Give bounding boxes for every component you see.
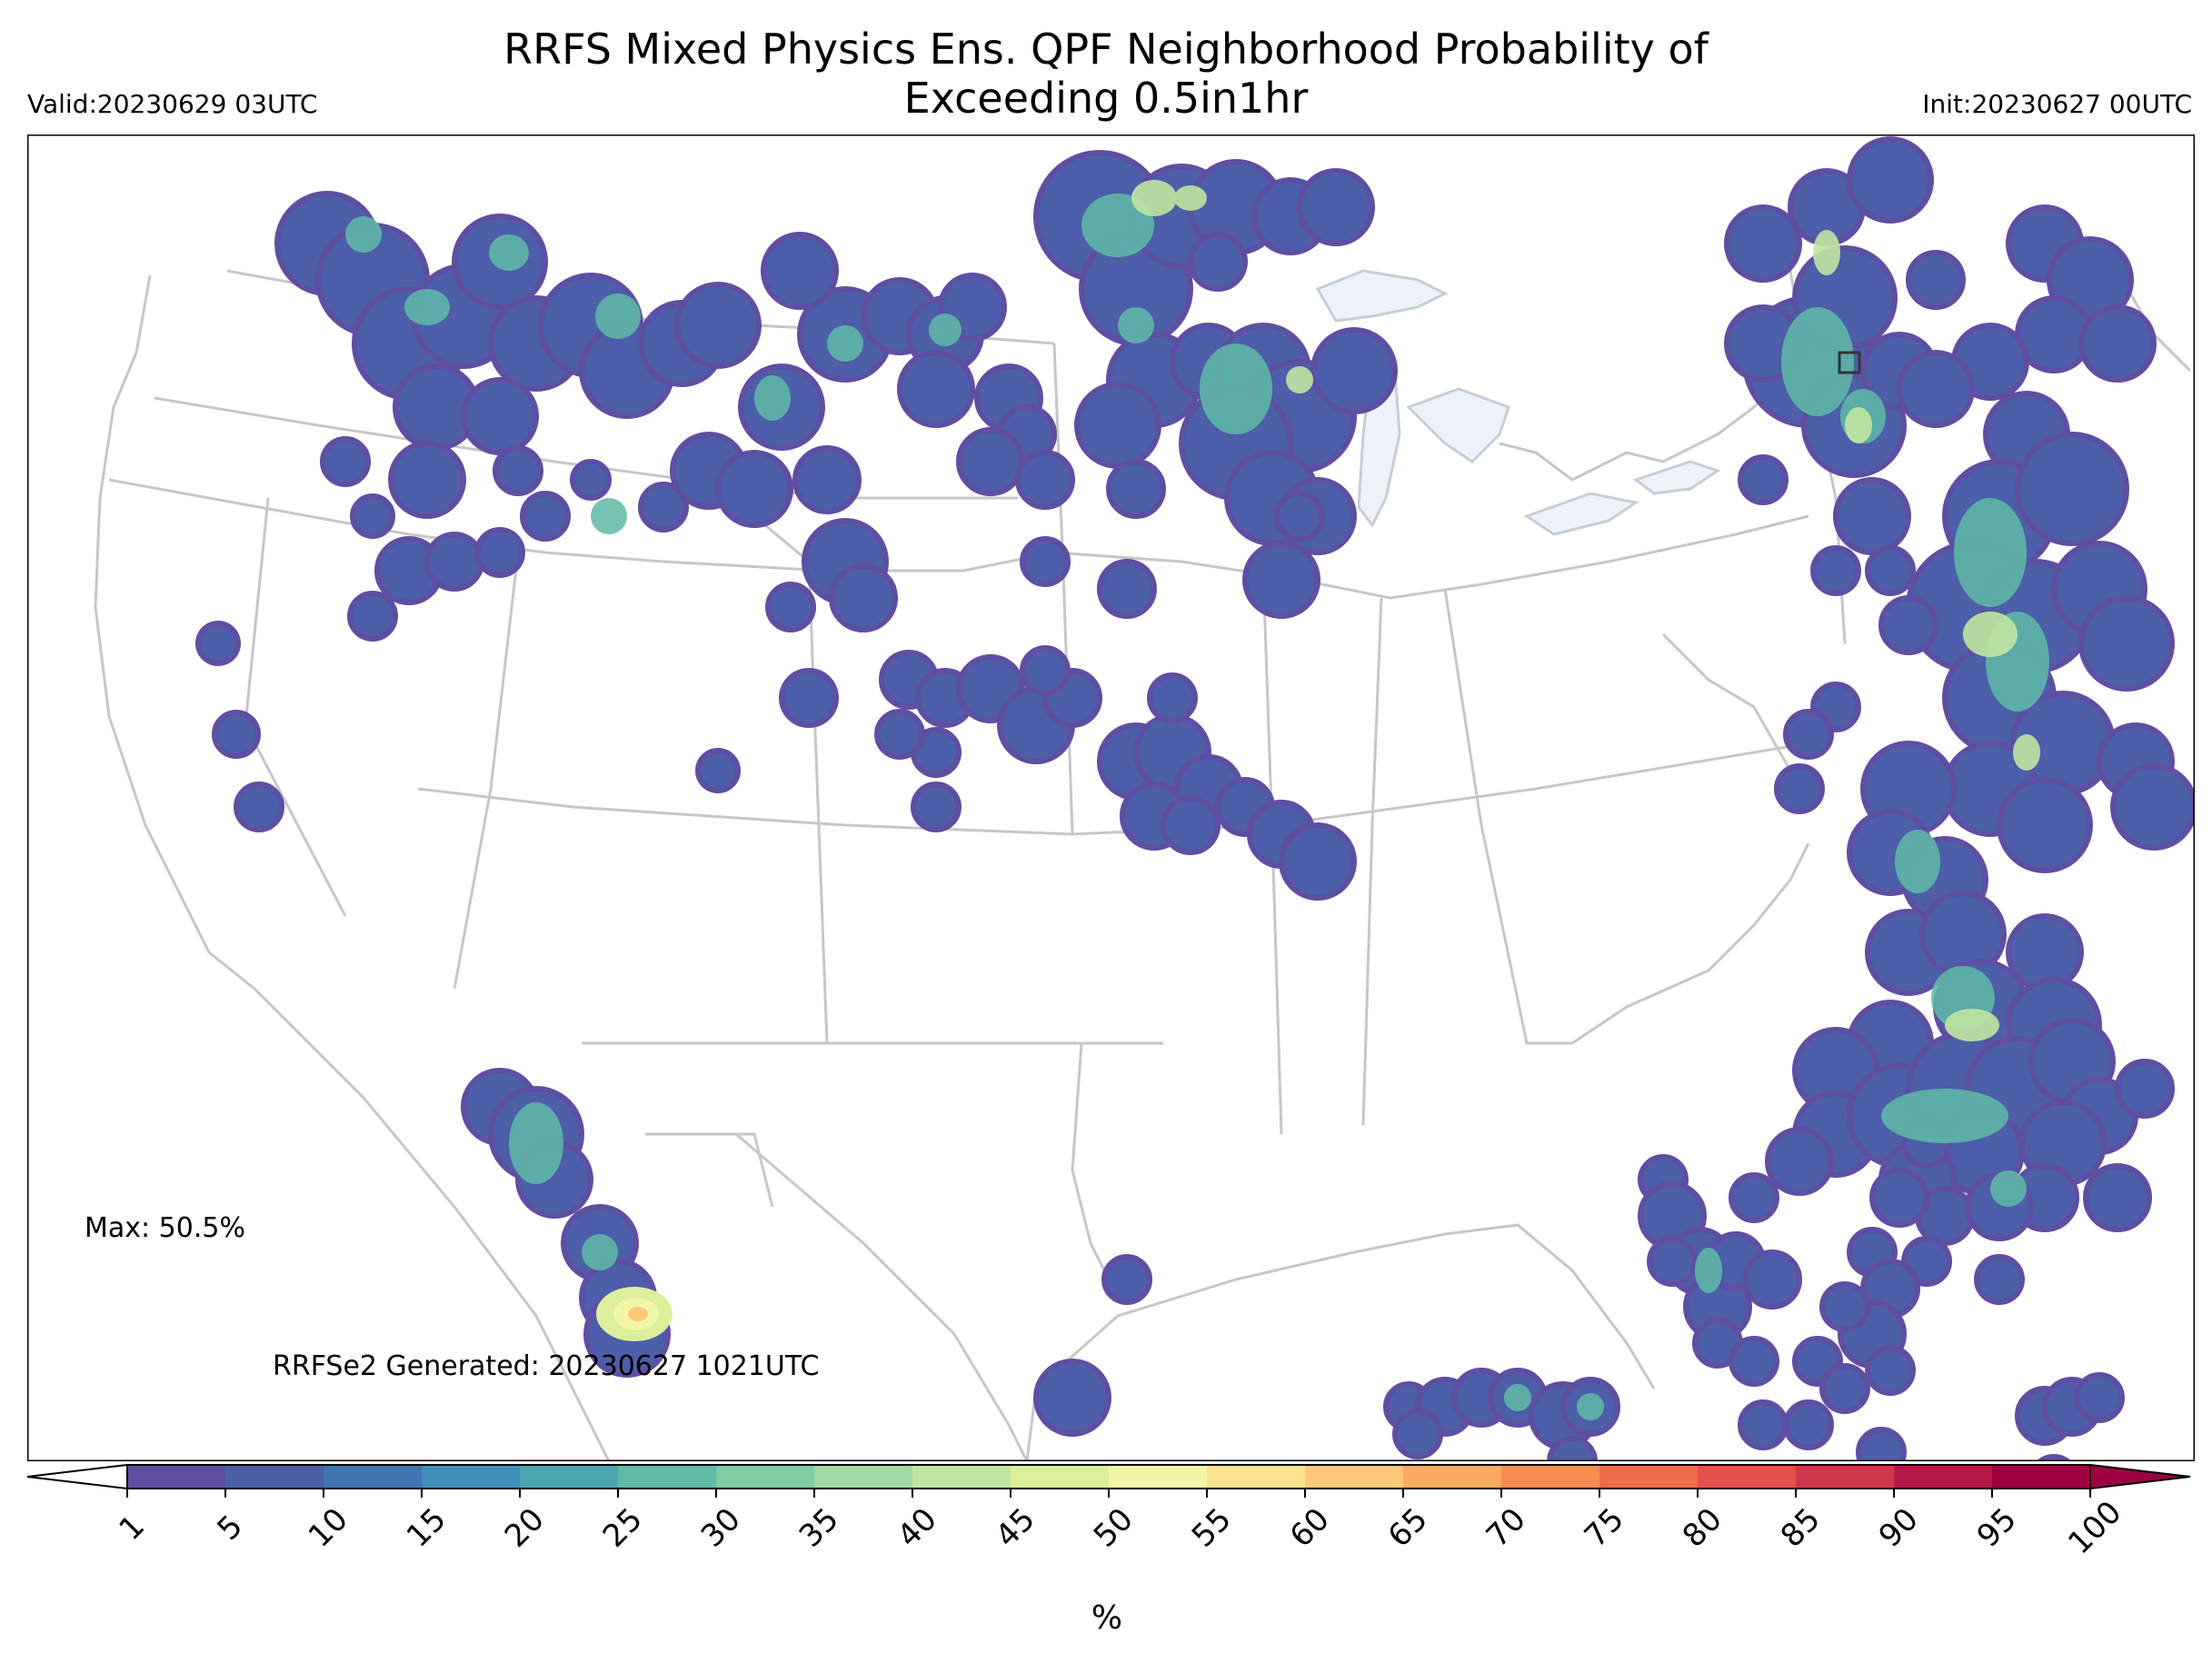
probability-contours [195,136,2195,1461]
colorbar-frame [126,1464,2091,1489]
init-time-label: Init:20230627 00UTC [1922,89,2192,119]
colorbar-cell [814,1465,913,1489]
colorbar-cell [912,1465,1011,1489]
colorbar-tick-label: 55 [1185,1501,1239,1555]
colorbar-tick-label: 45 [989,1501,1042,1555]
colorbar-tick-label: 15 [400,1501,453,1555]
colorbar-tick-label: 70 [1480,1501,1533,1555]
box-marker [1838,351,1861,374]
colorbar-unit-label: % [1091,1599,1122,1637]
colorbar-cell [1992,1465,2091,1489]
chart-title-line1: RRFS Mixed Physics Ens. QPF Neighborhood… [503,25,1709,74]
colorbar-tick-label: 60 [1283,1501,1337,1555]
colorbar-cell [127,1465,226,1489]
colorbar-cell [520,1465,619,1489]
colorbar-cell [1796,1465,1895,1489]
colorbar-tick-label: 75 [1578,1501,1631,1555]
colorbar-cell [225,1465,324,1489]
colorbar-tick-label: 65 [1381,1501,1435,1555]
colorbar-cell [1894,1465,1993,1489]
colorbar-cell [324,1465,423,1489]
colorbar-tick-label: 5 [210,1508,250,1548]
colorbar-cell [1501,1465,1600,1489]
max-value-label: Max: 50.5% [85,1212,245,1244]
colorbar-tick-label: 10 [302,1501,355,1555]
colorbar-cell [1305,1465,1404,1489]
colorbar-tick-label: 80 [1676,1501,1729,1555]
colorbar-cell [716,1465,815,1489]
colorbar-tick-label: 40 [891,1501,944,1555]
colorbar-tick-label: 1 [112,1508,152,1548]
colorbar-tick-label: 85 [1774,1501,1828,1555]
colorbar-cell [1109,1465,1208,1489]
colorbar-tick-label: 35 [792,1501,846,1555]
chart-title-line2: Exceeding 0.5in1hr [903,74,1309,123]
colorbar-tick-label: 100 [2061,1494,2128,1561]
colorbar-tick-label: 20 [498,1501,552,1555]
colorbar-cell [618,1465,717,1489]
colorbar-tick-label: 30 [694,1501,748,1555]
colorbar-tick-label: 25 [596,1501,650,1555]
generated-label: RRFSe2 Generated: 20230627 1021UTC [273,1350,820,1382]
colorbar-cell [1599,1465,1699,1489]
probability-map [27,134,2195,1461]
max-value-spot [596,1287,673,1341]
colorbar-cell [1011,1465,1110,1489]
colorbar-tick-label: 90 [1872,1501,1926,1555]
colorbar-cell [1207,1465,1306,1489]
colorbar-under-arrow [26,1463,128,1490]
colorbar-tick-label: 95 [1970,1501,2024,1555]
valid-time-label: Valid:20230629 03UTC [27,89,318,119]
colorbar-cell [1403,1465,1502,1489]
colorbar-cell [422,1465,521,1489]
great-lakes [1315,269,1721,536]
colorbar-tick-label: 50 [1087,1501,1141,1555]
colorbar-cell [1698,1465,1797,1489]
colorbar-over-arrow [2089,1463,2191,1490]
